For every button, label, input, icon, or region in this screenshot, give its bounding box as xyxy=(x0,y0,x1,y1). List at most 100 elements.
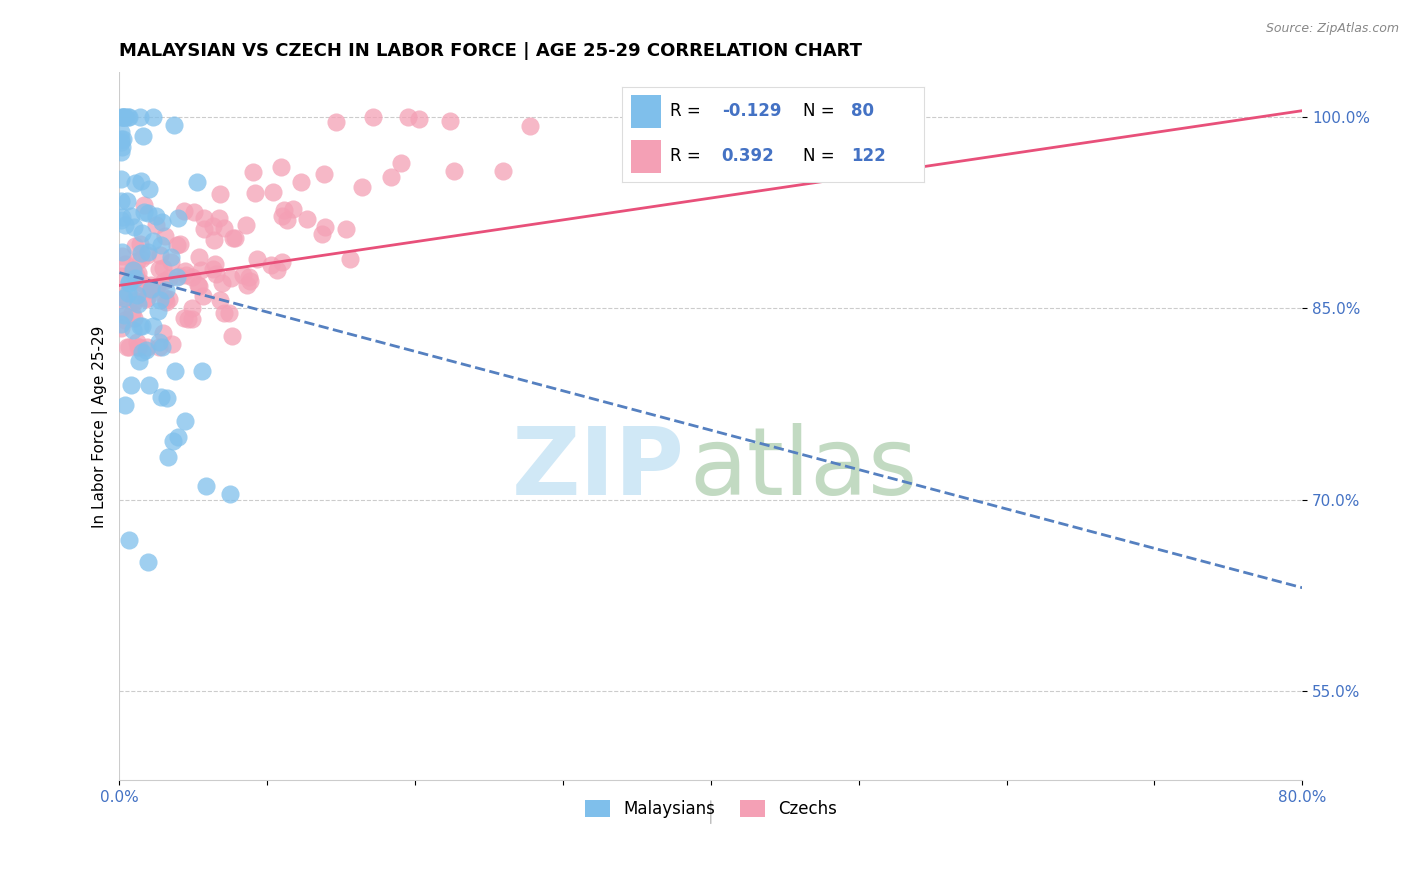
Point xyxy=(156,392,179,406)
Point xyxy=(110,132,132,146)
Point xyxy=(115,340,138,354)
Point xyxy=(202,233,225,247)
Point xyxy=(110,212,132,227)
Point xyxy=(187,278,209,293)
Point xyxy=(339,252,361,267)
Point xyxy=(281,202,304,216)
Point xyxy=(149,248,172,262)
Point xyxy=(160,337,183,351)
Point xyxy=(121,323,143,337)
Point xyxy=(110,145,132,159)
Point xyxy=(148,261,170,276)
Point xyxy=(110,136,132,150)
Point xyxy=(149,238,172,252)
Point xyxy=(110,172,132,186)
Point xyxy=(131,245,153,260)
Point xyxy=(259,258,281,272)
Point xyxy=(128,340,150,354)
Point xyxy=(145,280,167,294)
Point xyxy=(111,249,134,263)
Point xyxy=(129,252,152,266)
Point xyxy=(408,112,430,126)
Point xyxy=(205,267,228,281)
Point xyxy=(124,271,146,285)
Point xyxy=(127,335,149,350)
Point xyxy=(157,292,180,306)
Point xyxy=(153,291,176,305)
Text: ZIP: ZIP xyxy=(512,423,685,515)
Point xyxy=(221,329,243,343)
Point xyxy=(128,354,150,368)
Point xyxy=(152,260,174,275)
Point xyxy=(224,230,246,244)
Point xyxy=(118,340,141,354)
Point xyxy=(110,194,132,208)
Point xyxy=(180,301,202,315)
Point xyxy=(117,110,139,124)
Point xyxy=(145,218,167,232)
Point xyxy=(174,414,197,428)
Point xyxy=(135,340,157,354)
Point xyxy=(276,213,298,227)
Point xyxy=(110,304,132,318)
Point xyxy=(163,118,186,132)
Point xyxy=(142,235,165,249)
Point xyxy=(150,340,173,354)
Point xyxy=(121,263,143,277)
Point xyxy=(125,253,148,268)
Point xyxy=(190,364,212,378)
Point xyxy=(155,283,177,297)
Point xyxy=(325,115,347,129)
Point xyxy=(314,220,336,235)
Point xyxy=(153,274,176,288)
Point xyxy=(148,303,170,318)
Point xyxy=(145,279,167,293)
Point xyxy=(114,219,136,233)
Point xyxy=(138,181,160,195)
Point xyxy=(312,167,335,181)
Point xyxy=(125,287,148,301)
Point xyxy=(149,293,172,308)
Point xyxy=(236,278,259,293)
Point xyxy=(110,110,132,124)
Point xyxy=(439,113,461,128)
Point xyxy=(131,280,153,294)
Y-axis label: In Labor Force | Age 25-29: In Labor Force | Age 25-29 xyxy=(93,326,108,527)
Point xyxy=(128,236,150,251)
Point xyxy=(111,140,134,154)
Point xyxy=(142,319,165,334)
Point xyxy=(211,277,233,291)
Point xyxy=(191,289,214,303)
Point xyxy=(118,275,141,289)
Point xyxy=(219,487,242,501)
Point xyxy=(335,221,357,235)
Point xyxy=(193,222,215,236)
Point xyxy=(129,110,152,124)
Point xyxy=(135,293,157,307)
Point xyxy=(214,221,236,235)
Point xyxy=(246,252,269,267)
Point xyxy=(148,340,170,354)
Point xyxy=(121,262,143,277)
Point xyxy=(311,227,333,242)
Point xyxy=(519,119,541,133)
Point xyxy=(239,274,262,288)
Point xyxy=(132,205,155,219)
Point xyxy=(118,110,141,124)
Point xyxy=(132,198,155,212)
Point xyxy=(202,219,225,234)
Point xyxy=(350,179,373,194)
Text: atlas: atlas xyxy=(689,423,918,515)
Point xyxy=(273,203,295,218)
Point xyxy=(129,174,152,188)
Point xyxy=(187,278,209,293)
Point xyxy=(110,321,132,335)
Point xyxy=(166,238,188,252)
Point xyxy=(114,110,136,124)
Point xyxy=(131,128,153,143)
Point xyxy=(111,245,134,260)
Point xyxy=(363,110,385,124)
Point xyxy=(174,263,197,277)
Point xyxy=(127,297,149,311)
Point xyxy=(115,194,138,208)
